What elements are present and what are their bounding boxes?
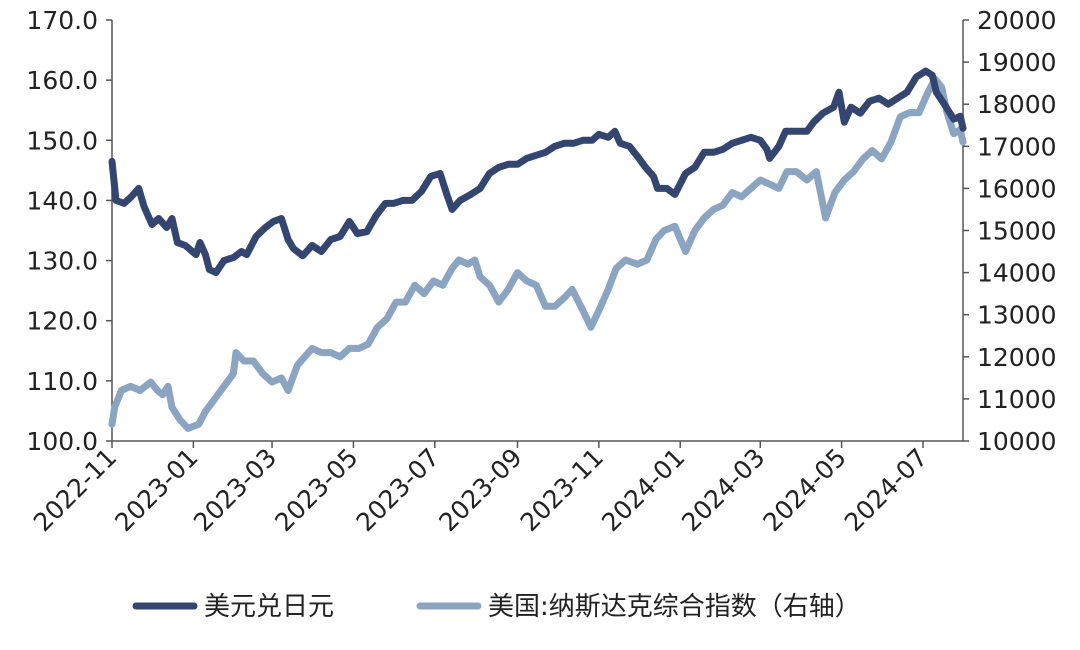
y-right-tick-label: 16000 [977,174,1057,203]
y-right-tick-label: 15000 [977,217,1057,246]
series-line-1 [108,67,967,277]
y-right-tick-label: 18000 [977,90,1057,119]
y-right-tick-label: 11000 [977,385,1057,414]
y-left-tick-label: 150.0 [26,126,98,155]
legend: 美元兑日元 美国:纳斯达克综合指数（右轴） [132,592,861,622]
series-layer [108,67,967,432]
x-tick-label: 2022-11 [28,443,122,537]
legend-label-2: 美国:纳斯达克综合指数（右轴） [488,592,861,622]
y-right-tick-label: 19000 [977,48,1057,77]
series-line-2 [108,75,967,432]
y-right-tick-label: 12000 [977,343,1057,372]
x-tick-label: 2023-11 [515,443,609,537]
y-left-tick-label: 170.0 [26,6,98,35]
x-tick-label: 2023-05 [269,443,363,537]
y-left-tick-label: 130.0 [26,247,98,276]
x-tick-label: 2024-07 [839,443,933,537]
x-tick-label: 2024-05 [757,443,851,537]
y-left-tick-label: 100.0 [26,427,98,456]
x-tick-label: 2023-09 [433,443,527,537]
x-axis-ticks: 2022-112023-012023-032023-052023-072023-… [28,441,933,537]
y-right-tick-label: 10000 [977,427,1057,456]
y-right-tick-label: 14000 [977,259,1057,288]
y-left-tick-label: 140.0 [26,186,98,215]
y-right-tick-label: 13000 [977,301,1057,330]
y-right-tick-label: 20000 [977,6,1057,35]
y-right-tick-label: 17000 [977,132,1057,161]
y-left-tick-label: 120.0 [26,307,98,336]
x-tick-label: 2023-07 [351,443,445,537]
x-tick-label: 2023-01 [109,443,203,537]
y-left-tick-label: 160.0 [26,66,98,95]
x-tick-label: 2024-01 [596,443,690,537]
legend-label-1: 美元兑日元 [204,592,334,622]
x-tick-label: 2024-03 [676,443,770,537]
x-tick-label: 2023-03 [188,443,282,537]
axes: 100.0 110.0 120.0 130.0 140.0 150.0 160.0 170.0… [26,6,1056,456]
y-left-tick-label: 110.0 [26,367,98,396]
